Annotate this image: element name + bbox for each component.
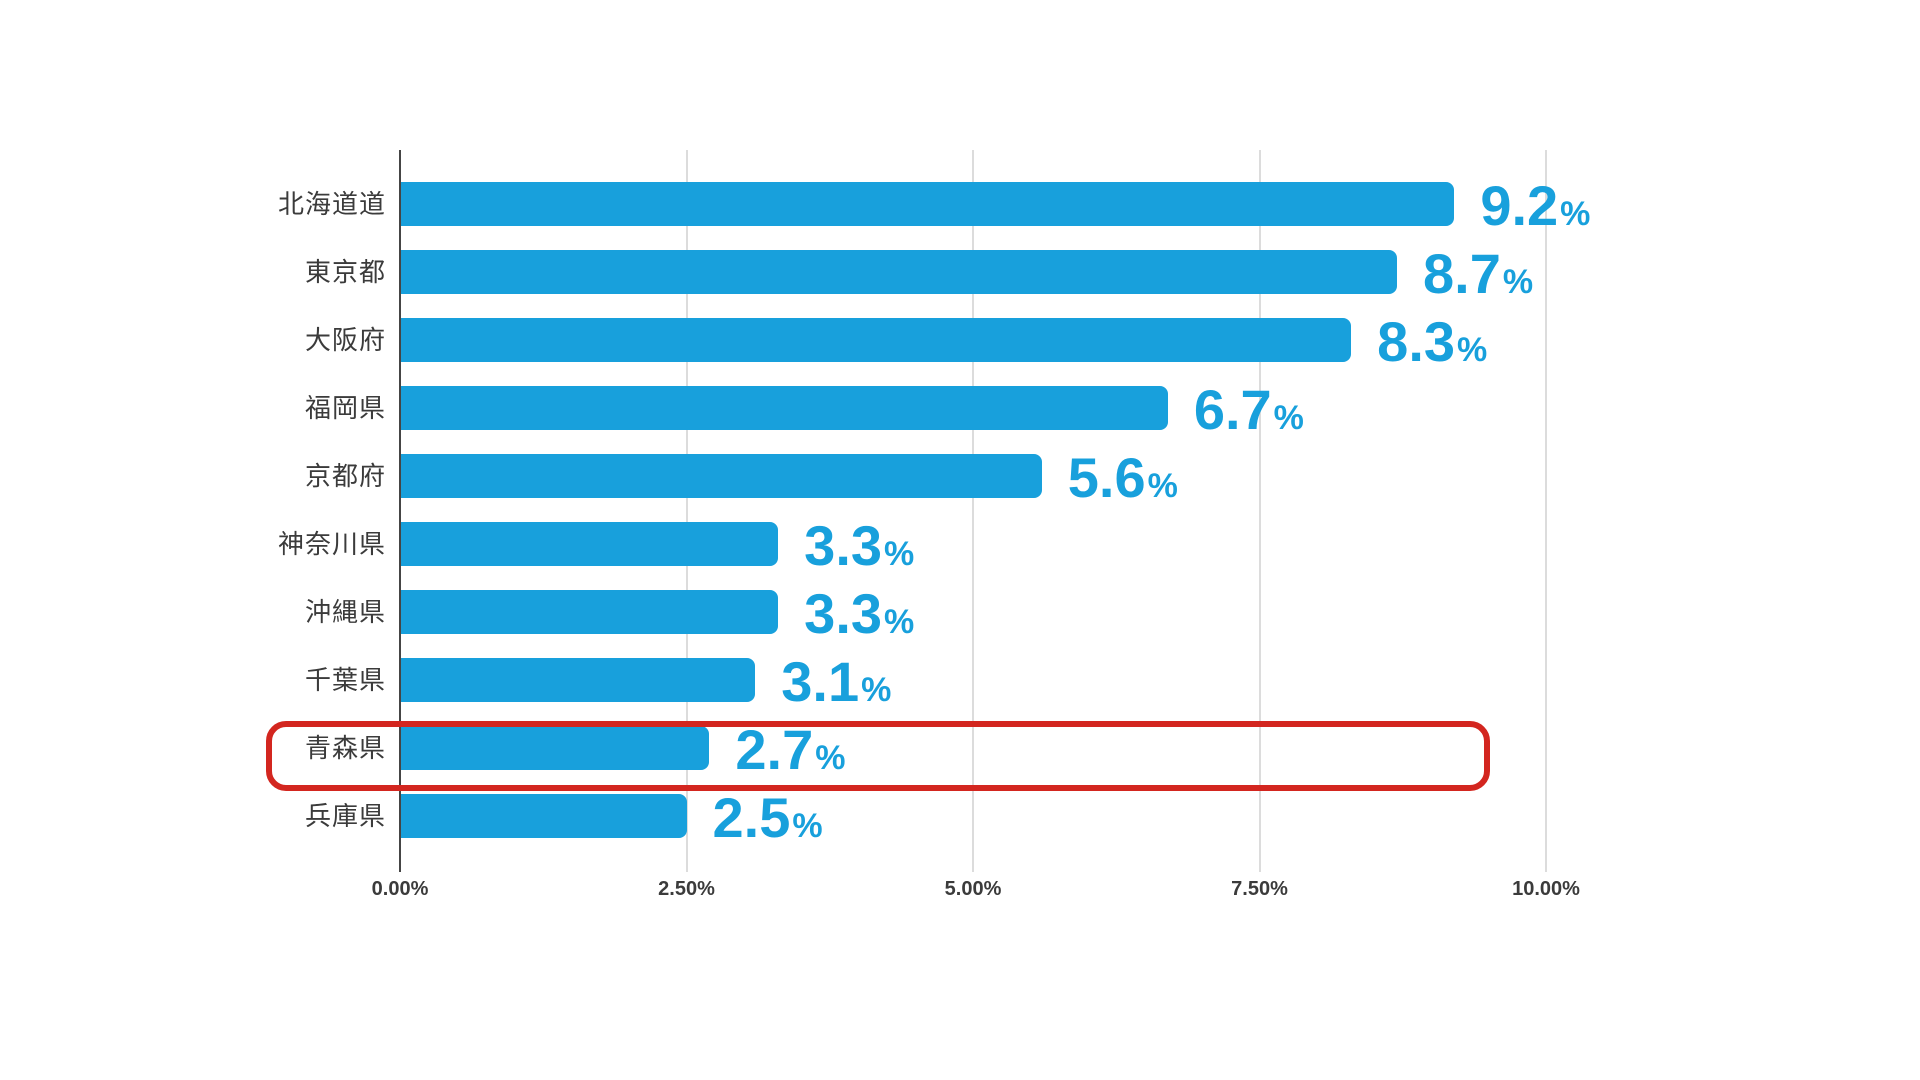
bar [401,726,710,770]
value-number: 3.1 [781,650,860,713]
category-label: 東京都 [304,257,386,287]
value-unit: % [884,603,915,641]
value-number: 3.3 [804,582,883,645]
category-label: 福岡県 [304,393,386,423]
y-axis-line [399,150,401,872]
bar [401,318,1352,362]
value-unit: % [792,807,823,845]
category-label: 青森県 [304,733,386,763]
value-unit: % [1457,331,1488,369]
value-label: 8.7% [1423,246,1533,302]
value-label: 8.3% [1377,314,1487,370]
value-unit: % [815,739,846,777]
gridline [685,150,688,872]
value-label: 6.7% [1194,382,1304,438]
x-tick-label: 2.50% [658,878,715,900]
x-tick-label: 10.00% [1512,878,1580,900]
value-label: 3.1% [781,654,891,710]
gridline [1258,150,1261,872]
value-unit: % [1560,195,1591,233]
value-label: 2.5% [713,790,823,846]
category-label: 京都府 [304,461,386,491]
value-unit: % [861,671,892,709]
value-number: 5.6 [1067,446,1146,509]
value-unit: % [1502,263,1534,301]
category-label: 神奈川県 [277,529,386,559]
bar [401,182,1455,226]
category-label: 北海道道 [277,189,386,219]
category-label: 沖縄県 [304,597,386,627]
value-label: 5.6% [1068,450,1178,506]
value-label: 3.3% [804,586,914,642]
value-number: 2.5 [712,786,791,849]
category-label: 千葉県 [304,665,386,695]
category-label: 大阪府 [304,325,386,355]
value-unit: % [884,535,915,573]
value-number: 8.7 [1423,242,1501,305]
gridline [972,150,974,872]
value-label: 2.7% [735,722,845,778]
bar [401,522,779,566]
x-tick-label: 0.00% [371,878,429,900]
value-number: 3.3 [804,514,883,577]
value-label: 3.3% [804,518,914,574]
value-number: 6.7 [1193,378,1272,441]
value-number: 2.7 [735,718,814,781]
bar [401,250,1398,294]
bar [401,658,756,702]
bar [401,794,687,838]
value-unit: % [1273,399,1304,437]
value-number: 8.3 [1377,310,1456,373]
bar [401,454,1042,498]
gridline [1545,150,1547,872]
category-label: 兵庫県 [304,801,386,831]
x-tick-label: 7.50% [1231,878,1288,900]
x-tick-label: 5.00% [944,878,1002,900]
value-number: 9.2 [1480,174,1559,237]
bar [401,386,1168,430]
value-label: 9.2% [1480,178,1590,234]
value-unit: % [1147,467,1178,505]
highlight-box [266,721,1490,791]
bar [401,590,779,634]
